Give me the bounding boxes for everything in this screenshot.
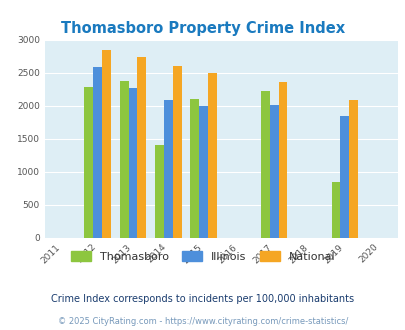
Bar <box>269 105 278 238</box>
Bar <box>278 82 287 238</box>
Bar <box>102 50 111 238</box>
Bar <box>155 145 164 238</box>
Bar <box>119 81 128 238</box>
Bar <box>128 88 137 238</box>
Bar <box>199 106 207 238</box>
Bar <box>137 57 146 238</box>
Text: Thomasboro Property Crime Index: Thomasboro Property Crime Index <box>61 21 344 36</box>
Bar <box>348 100 357 238</box>
Bar <box>190 99 199 238</box>
Legend: Thomasboro, Illinois, National: Thomasboro, Illinois, National <box>66 247 339 267</box>
Bar <box>260 91 269 238</box>
Bar <box>84 87 93 238</box>
Text: © 2025 CityRating.com - https://www.cityrating.com/crime-statistics/: © 2025 CityRating.com - https://www.city… <box>58 317 347 326</box>
Bar <box>164 100 172 238</box>
Bar <box>340 115 348 238</box>
Bar <box>207 73 216 238</box>
Bar <box>172 66 181 238</box>
Bar <box>331 182 340 238</box>
Bar <box>93 67 102 238</box>
Text: Crime Index corresponds to incidents per 100,000 inhabitants: Crime Index corresponds to incidents per… <box>51 294 354 304</box>
